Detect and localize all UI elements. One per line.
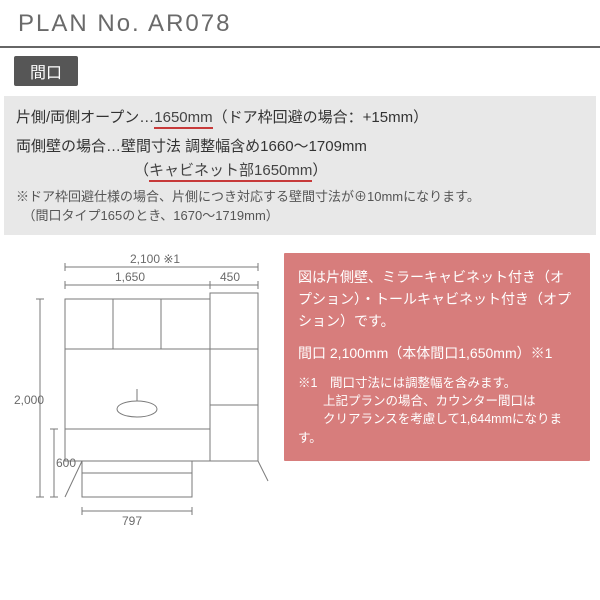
spec3-pre: （ [134,162,149,179]
dim-h-total: 2,000 [14,393,44,407]
spec1-pre: 片側/両側オープン… [16,109,154,126]
spec1-post: （ドア枠回避の場合：+15mm） [213,109,428,126]
info-note-3: クリアランスを考慮して1,644mmになります。 [298,410,576,446]
dim-w-main: 1,650 [115,270,145,284]
dim-d-front: 797 [122,514,142,528]
section-tag: 間口 [14,56,78,86]
spec-note-1: ※ドア枠回避仕様の場合、片側につき対応する壁間寸法が⊕10mmになります。 [16,188,584,207]
spec-line-1: 片側/両側オープン…1650mm（ドア枠回避の場合：+15mm） [16,106,584,129]
spec-line-2: 両側壁の場合…壁間寸法 調整幅含め1660～1709mm [16,135,584,158]
info-column: 図は片側壁、ミラーキャビネット付き（オプション）・トールキャビネット付き（オプシ… [280,243,600,529]
info-note-2: 上記プランの場合、カウンター間口は [298,392,576,410]
plan-title: PLAN No. AR078 [18,10,231,37]
dim-w-total: 2,100 ※1 [130,252,180,266]
spec1-highlight: 1650mm [154,109,212,129]
spec-line-3: （キャビネット部1650mm） [134,159,584,182]
info-dim: 間口 2,100mm（本体間口1,650mm）※1 [298,343,576,365]
tag-row: 間口 [0,48,600,92]
dim-d-top: 450 [220,270,240,284]
spec3-post: ） [312,162,327,179]
spec3-highlight: キャビネット部1650mm [149,162,312,182]
info-main: 図は片側壁、ミラーキャビネット付き（オプション）・トールキャビネット付き（オプシ… [298,267,576,332]
info-note-1: ※1 間口寸法には調整幅を含みます。 [298,374,576,392]
dimension-diagram: 2,100 ※1 1,650 450 2,000 600 797 [10,249,280,529]
diagram-column: 2,100 ※1 1,650 450 2,000 600 797 [0,243,280,529]
spec-note-2: （間口タイプ165のとき、1670～1719mm） [16,207,584,226]
spec-box: 片側/両側オープン…1650mm（ドア枠回避の場合：+15mm） 両側壁の場合…… [4,96,596,235]
info-box: 図は片側壁、ミラーキャビネット付き（オプション）・トールキャビネット付き（オプシ… [284,253,590,460]
lower-row: 2,100 ※1 1,650 450 2,000 600 797 図は片側壁、ミ… [0,243,600,529]
dim-h-lower: 600 [56,456,76,470]
plan-header: PLAN No. AR078 [0,0,600,48]
